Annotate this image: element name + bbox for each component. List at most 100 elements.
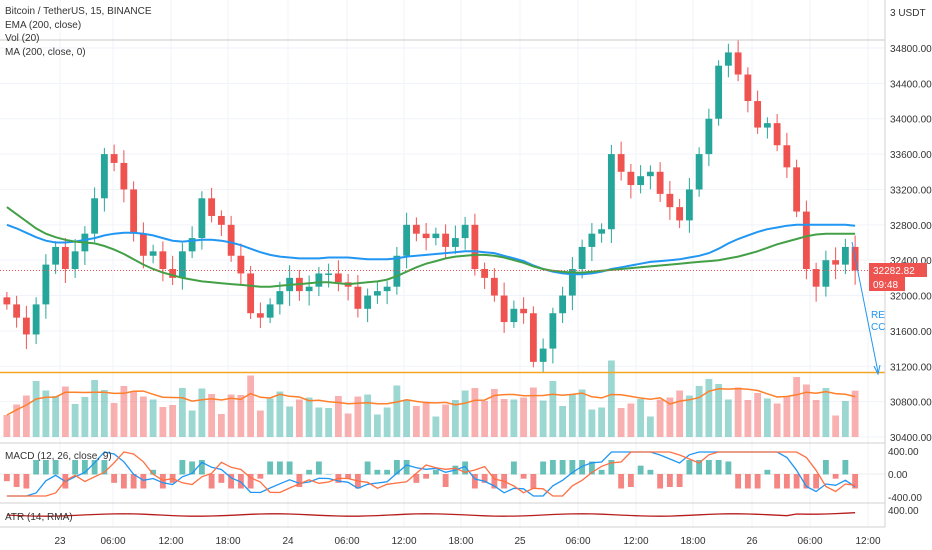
volume-bar bbox=[149, 399, 157, 437]
price-tick: 34000.00 bbox=[890, 115, 932, 126]
time-tick: 23 bbox=[54, 536, 66, 547]
candle-body bbox=[510, 308, 518, 323]
volume-bar bbox=[529, 387, 537, 437]
macd-bar bbox=[384, 469, 391, 475]
candle-body bbox=[705, 118, 713, 155]
volume-bar bbox=[724, 399, 732, 437]
macd-bar bbox=[393, 460, 400, 475]
candle-body bbox=[461, 224, 469, 239]
price-tick: 32400.00 bbox=[890, 256, 932, 267]
macd-bar bbox=[735, 474, 742, 489]
volume-bar bbox=[695, 386, 703, 437]
time-tick: 06:00 bbox=[565, 536, 590, 547]
volume-bar bbox=[159, 407, 167, 437]
candle-body bbox=[159, 251, 167, 270]
volume-bar bbox=[461, 390, 469, 437]
macd-bar bbox=[423, 474, 430, 479]
macd-bar bbox=[247, 474, 254, 489]
time-tick: 24 bbox=[282, 536, 294, 547]
macd-bar bbox=[793, 474, 800, 489]
price-tick: 30800.00 bbox=[890, 398, 932, 409]
time-tick: 18:00 bbox=[680, 536, 705, 547]
volume-bar bbox=[13, 404, 21, 437]
main-pane: RE CO bbox=[0, 0, 886, 527]
macd-bar bbox=[111, 474, 118, 483]
volume-bar bbox=[208, 394, 216, 437]
candle-body bbox=[676, 207, 684, 221]
price-tick: 31600.00 bbox=[890, 327, 932, 338]
macd-bar bbox=[218, 474, 225, 483]
candle-body bbox=[500, 295, 508, 323]
candle-body bbox=[71, 251, 79, 270]
macd-bar bbox=[803, 474, 810, 489]
price-axis[interactable]: 3 USDT 34800.00 34400.00 34000.00 33600.00 33… bbox=[869, 0, 932, 550]
candle-body bbox=[3, 297, 11, 305]
volume-bar bbox=[568, 394, 576, 437]
volume-ma-line bbox=[6, 387, 856, 416]
volume-bar bbox=[744, 400, 752, 437]
time-tick: 06:00 bbox=[334, 536, 359, 547]
candle-body bbox=[588, 233, 596, 247]
macd-bar bbox=[101, 460, 108, 475]
time-tick: 25 bbox=[514, 536, 526, 547]
time-axis[interactable]: 23 06:00 12:00 18:00 24 06:00 12:00 18:00 25 06:0… bbox=[54, 536, 881, 547]
candle-body bbox=[334, 273, 342, 283]
macd-bar bbox=[637, 465, 644, 475]
volume-bar bbox=[344, 413, 352, 437]
candle-body bbox=[149, 251, 157, 256]
candle-body bbox=[276, 291, 284, 305]
volume-bar bbox=[188, 410, 196, 437]
time-tick: 12:00 bbox=[158, 536, 183, 547]
macd-bar bbox=[3, 474, 10, 482]
volume-bar bbox=[3, 415, 11, 437]
candle-body bbox=[315, 273, 323, 287]
macd-bar bbox=[228, 474, 235, 489]
time-tick: 12:00 bbox=[623, 536, 648, 547]
macd-bar bbox=[510, 461, 517, 475]
macd-bar bbox=[91, 460, 98, 475]
candle-body bbox=[61, 246, 69, 270]
price-tick: 32000.00 bbox=[890, 292, 932, 303]
candle-body bbox=[208, 198, 216, 216]
macd-bar bbox=[150, 469, 157, 475]
volume-bar bbox=[354, 396, 362, 437]
candle-body bbox=[773, 123, 781, 146]
volume-bar bbox=[61, 386, 69, 437]
volume-bar bbox=[403, 400, 411, 437]
candle-body bbox=[578, 246, 586, 270]
candle-body bbox=[110, 154, 118, 163]
macd-bar bbox=[832, 474, 839, 479]
legend-vol: Vol (20) bbox=[5, 33, 39, 44]
countdown-value: 09:48 bbox=[873, 280, 898, 291]
candle-body bbox=[256, 313, 264, 318]
macd-bar bbox=[13, 474, 20, 487]
macd-bar bbox=[130, 474, 137, 489]
macd-bar bbox=[315, 461, 322, 475]
volume-bar bbox=[715, 384, 723, 437]
candle-body bbox=[139, 233, 147, 256]
ema-line bbox=[6, 223, 856, 276]
candle-body bbox=[305, 286, 313, 292]
candle-body bbox=[559, 295, 567, 314]
candle-body bbox=[120, 162, 128, 190]
volume-bar bbox=[81, 397, 89, 437]
macd-bar bbox=[345, 474, 352, 479]
volume-bar bbox=[637, 399, 645, 437]
candle-body bbox=[364, 295, 372, 309]
candle-body bbox=[237, 255, 245, 274]
macd-bar bbox=[744, 474, 751, 489]
atr-tick-400: 400.00 bbox=[888, 506, 919, 517]
volume-bar bbox=[559, 406, 567, 437]
volume-bar bbox=[451, 400, 459, 437]
volume-bar bbox=[325, 408, 333, 437]
legend-macd: MACD (12, 26, close, 9) bbox=[5, 451, 112, 462]
candle-body bbox=[802, 211, 810, 270]
macd-bar bbox=[23, 474, 30, 489]
candle-body bbox=[451, 238, 459, 247]
macd-bar bbox=[374, 469, 381, 475]
macd-bar bbox=[237, 474, 244, 489]
candle-body bbox=[354, 286, 362, 309]
macd-bar bbox=[686, 460, 693, 475]
candle-body bbox=[403, 224, 411, 256]
